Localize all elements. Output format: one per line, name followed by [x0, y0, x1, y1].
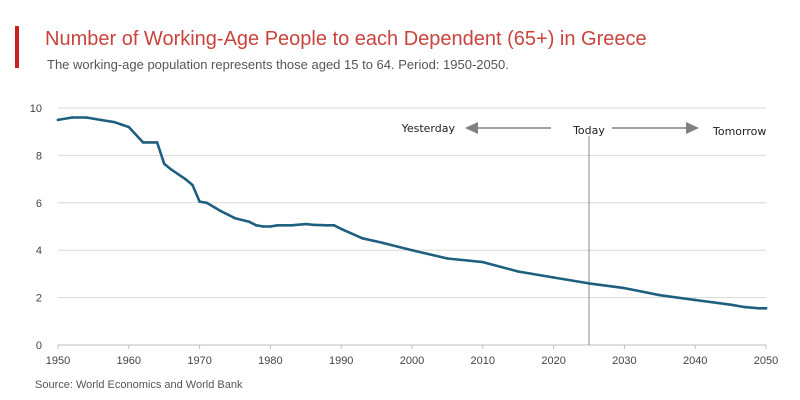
data-point-1956 [99, 118, 102, 122]
y-tick-label-10: 10 [30, 103, 42, 115]
x-tick-label-2020: 2020 [541, 355, 565, 367]
data-point-2040 [693, 298, 697, 302]
data-point-2035 [658, 293, 662, 297]
data-point-1971 [205, 201, 208, 205]
data-point-1990 [339, 227, 343, 231]
data-point-2025 [587, 282, 591, 285]
x-tick-label-2030: 2030 [612, 355, 636, 367]
data-point-2015 [516, 270, 520, 273]
yesterday-arrowhead-icon [465, 122, 478, 134]
title-accent-bar [15, 26, 19, 68]
data-point-1970 [198, 200, 201, 203]
today-label: Today [572, 124, 605, 137]
data-point-2049 [757, 306, 761, 310]
data-point-1958 [113, 120, 116, 124]
y-tick-label-2: 2 [36, 293, 42, 305]
chart-title: Number of Working-Age People to each Dep… [45, 28, 647, 50]
data-point-1993 [361, 237, 364, 240]
x-tick-label-2000: 2000 [400, 355, 424, 367]
data-point-1959 [120, 123, 124, 126]
series-line-0 [56, 116, 768, 310]
data-point-2030 [623, 286, 626, 290]
x-tick-label-1950: 1950 [46, 355, 70, 367]
data-point-2045 [729, 303, 732, 307]
data-point-2010 [481, 260, 485, 264]
x-tick-label-1970: 1970 [187, 355, 211, 367]
data-point-2047 [743, 305, 747, 309]
data-point-2005 [446, 257, 449, 260]
data-point-1968 [184, 177, 187, 181]
data-point-1975 [233, 216, 237, 220]
yesterday-label: Yesterday [401, 122, 456, 135]
data-point-1965 [162, 162, 166, 165]
data-point-1966 [169, 168, 173, 171]
chart-subtitle: The working-age population represents th… [47, 57, 509, 72]
x-tick-label-1990: 1990 [329, 355, 353, 367]
data-point-1962 [141, 141, 145, 144]
data-point-1950 [56, 118, 60, 122]
data-point-1978 [254, 224, 258, 227]
x-tick-label-1960: 1960 [117, 355, 141, 367]
data-point-1983 [290, 224, 293, 227]
x-tick-label-2050: 2050 [754, 355, 778, 367]
data-point-1960 [127, 125, 131, 129]
y-tick-label-0: 0 [36, 340, 42, 352]
tomorrow-label: Tomorrow [712, 125, 766, 138]
data-point-1981 [276, 224, 279, 227]
x-tick-label-1980: 1980 [258, 355, 282, 367]
tomorrow-arrowhead-icon [686, 122, 699, 134]
data-point-1969 [191, 183, 194, 187]
x-tick-label-2040: 2040 [683, 355, 707, 367]
data-point-1988 [325, 224, 329, 227]
data-point-1973 [219, 209, 223, 213]
annotations: Today Yesterday Tomorrow [401, 122, 766, 345]
source-note: Source: World Economics and World Bank [35, 379, 243, 391]
data-point-2020 [552, 276, 555, 279]
y-tick-label-4: 4 [36, 245, 42, 257]
data-point-1977 [247, 220, 251, 224]
y-tick-label-8: 8 [36, 150, 42, 162]
data-point-1996 [382, 241, 385, 245]
data-point-1985 [304, 222, 308, 226]
data-point-1954 [85, 116, 88, 119]
y-tick-label-6: 6 [36, 198, 42, 210]
gridlines [58, 107, 766, 299]
x-tick-label-2010: 2010 [471, 355, 495, 367]
data-point-1986 [311, 223, 315, 227]
data-point-1979 [262, 225, 265, 228]
data-point-2050 [764, 306, 768, 310]
data-point-1952 [70, 116, 74, 119]
data-point-1989 [332, 224, 336, 227]
data-point-2000 [410, 248, 414, 252]
data-point-1980 [269, 225, 272, 228]
axes: 0 2 4 6 8 10 1950 1960 1970 1980 1990 2000 2010 2020 2… [30, 103, 778, 367]
series [56, 116, 768, 310]
data-point-1964 [155, 141, 159, 144]
